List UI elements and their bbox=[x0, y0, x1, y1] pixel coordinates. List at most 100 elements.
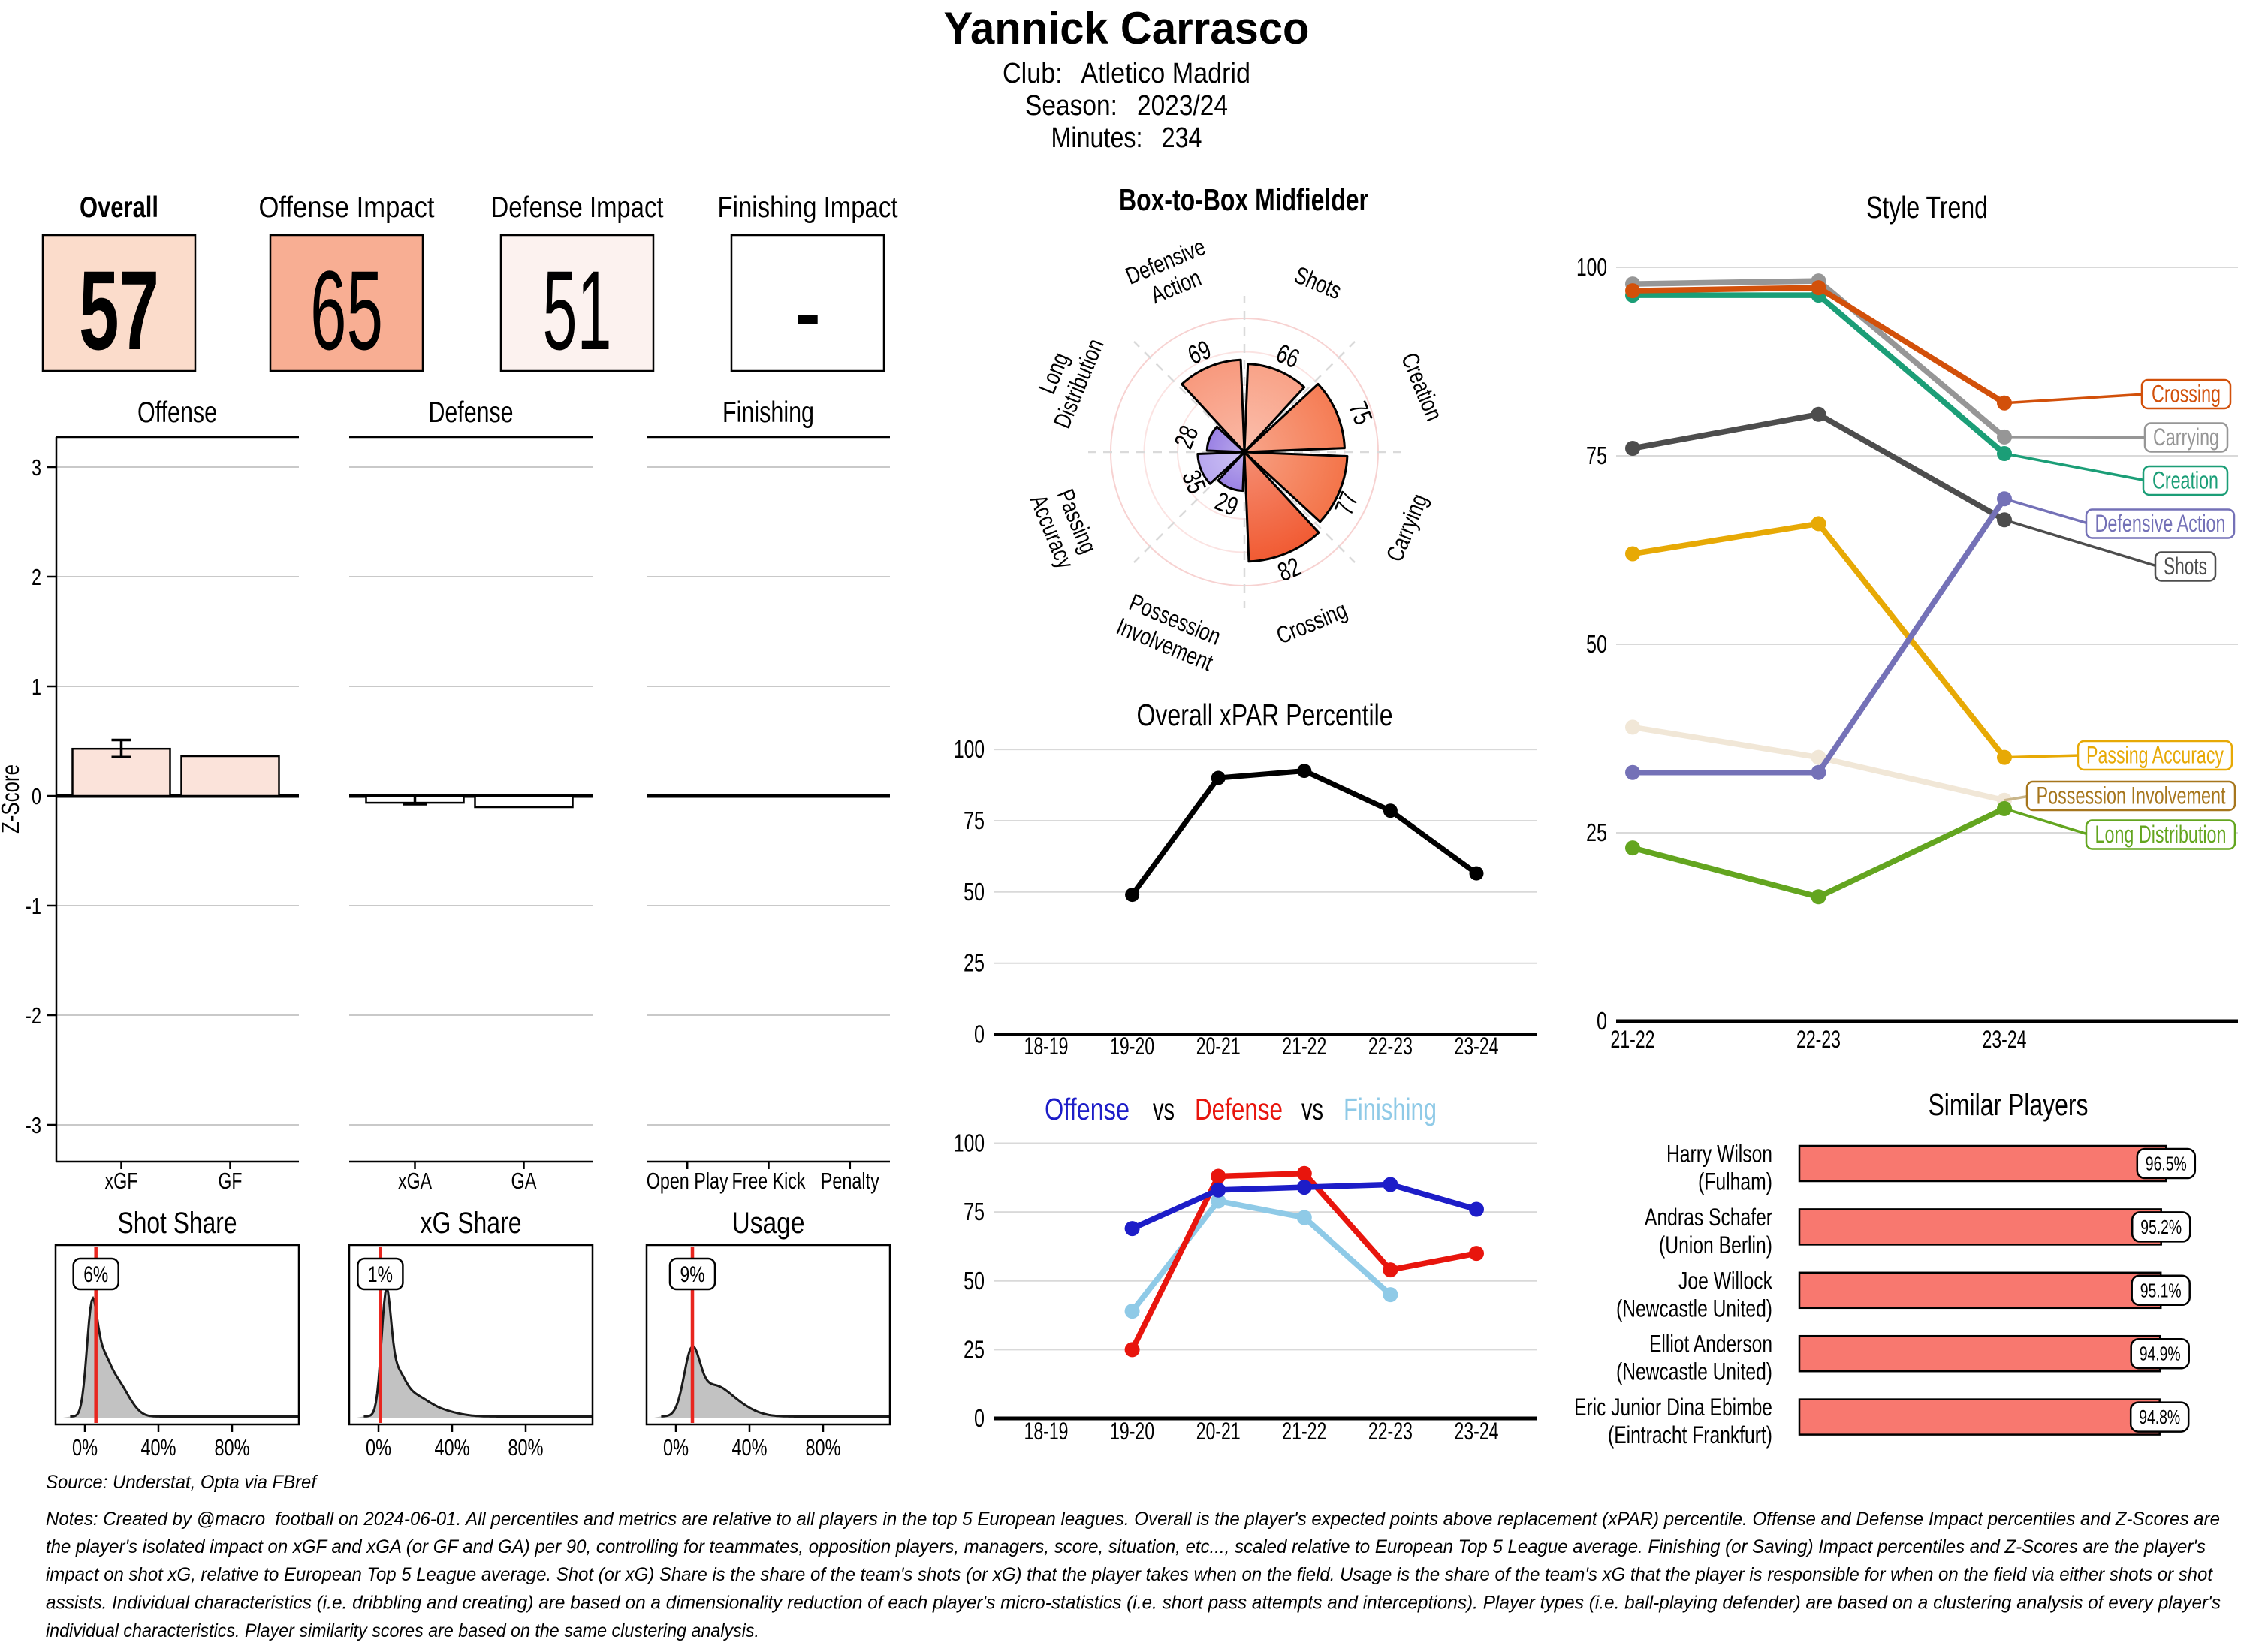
svg-text:GA: GA bbox=[511, 1168, 537, 1194]
svg-text:29: 29 bbox=[1211, 487, 1242, 522]
svg-text:Carrying: Carrying bbox=[2153, 424, 2219, 451]
svg-text:Minutes: 234: Minutes: 234 bbox=[1051, 122, 1202, 154]
svg-text:19-20: 19-20 bbox=[1110, 1418, 1154, 1445]
svg-text:-3: -3 bbox=[26, 1112, 41, 1138]
svg-text:xGA: xGA bbox=[398, 1168, 432, 1194]
svg-text:Offense Impact: Offense Impact bbox=[259, 191, 435, 224]
svg-text:(Union Berlin): (Union Berlin) bbox=[1659, 1231, 1772, 1259]
svg-text:Offense: Offense bbox=[1045, 1092, 1130, 1126]
svg-text:Passing Accuracy: Passing Accuracy bbox=[2086, 742, 2224, 769]
svg-text:(Newcastle United): (Newcastle United) bbox=[1616, 1295, 1772, 1322]
svg-text:80%: 80% bbox=[806, 1434, 841, 1461]
svg-text:-1: -1 bbox=[26, 893, 41, 919]
svg-text:the player's isolated impact o: the player's isolated impact on xGF and … bbox=[46, 1536, 2206, 1557]
svg-text:9%: 9% bbox=[680, 1262, 705, 1287]
svg-text:100: 100 bbox=[954, 1129, 985, 1157]
svg-text:75: 75 bbox=[1343, 397, 1378, 429]
svg-text:28: 28 bbox=[1169, 421, 1204, 453]
svg-text:75: 75 bbox=[1586, 442, 1607, 469]
svg-text:Yannick Carrasco: Yannick Carrasco bbox=[944, 3, 1310, 53]
svg-text:Defensive Action: Defensive Action bbox=[2095, 510, 2226, 537]
svg-text:PossessionInvolvement: PossessionInvolvement bbox=[1113, 587, 1227, 676]
svg-text:40%: 40% bbox=[141, 1434, 176, 1461]
svg-text:23-24: 23-24 bbox=[1455, 1418, 1499, 1445]
svg-text:Notes: Created by @macro_footb: Notes: Created by @macro_football on 202… bbox=[46, 1509, 2220, 1530]
svg-text:95.1%: 95.1% bbox=[2140, 1279, 2182, 1301]
svg-text:22-23: 22-23 bbox=[1796, 1026, 1841, 1053]
svg-text:25: 25 bbox=[1586, 818, 1607, 846]
svg-text:vs: vs bbox=[1301, 1092, 1323, 1126]
svg-text:40%: 40% bbox=[435, 1434, 470, 1461]
svg-text:100: 100 bbox=[954, 735, 985, 763]
svg-text:18-19: 18-19 bbox=[1024, 1032, 1069, 1060]
svg-text:Finishing: Finishing bbox=[722, 396, 814, 429]
svg-text:50: 50 bbox=[1586, 630, 1607, 658]
svg-text:Creation: Creation bbox=[2152, 467, 2218, 494]
svg-text:100: 100 bbox=[1576, 253, 1607, 281]
svg-text:xG Share: xG Share bbox=[421, 1207, 522, 1240]
svg-text:vs: vs bbox=[1153, 1092, 1175, 1126]
svg-text:Box-to-Box Midfielder: Box-to-Box Midfielder bbox=[1119, 182, 1368, 217]
svg-text:0: 0 bbox=[32, 783, 41, 809]
svg-text:3: 3 bbox=[32, 454, 41, 481]
svg-text:Offense: Offense bbox=[137, 396, 217, 429]
svg-text:Defense: Defense bbox=[1195, 1092, 1283, 1126]
svg-text:-: - bbox=[795, 247, 822, 373]
svg-text:80%: 80% bbox=[508, 1434, 544, 1461]
svg-text:0%: 0% bbox=[72, 1434, 98, 1461]
svg-text:PassingAccuracy: PassingAccuracy bbox=[1025, 481, 1105, 573]
svg-text:(Newcastle United): (Newcastle United) bbox=[1616, 1358, 1772, 1385]
svg-text:Carrying: Carrying bbox=[1381, 490, 1433, 565]
svg-text:65: 65 bbox=[310, 247, 383, 373]
svg-text:Z-Score: Z-Score bbox=[0, 764, 24, 834]
svg-text:21-22: 21-22 bbox=[1611, 1026, 1655, 1053]
svg-text:21-22: 21-22 bbox=[1282, 1418, 1326, 1445]
svg-text:Andras Schafer: Andras Schafer bbox=[1645, 1204, 1772, 1231]
svg-text:Season: 2023/24: Season: 2023/24 bbox=[1025, 90, 1228, 122]
svg-text:Shots: Shots bbox=[2164, 553, 2207, 580]
svg-text:75: 75 bbox=[964, 806, 985, 834]
svg-text:Overall: Overall bbox=[80, 191, 158, 224]
svg-text:21-22: 21-22 bbox=[1282, 1032, 1326, 1060]
svg-text:2: 2 bbox=[32, 564, 41, 590]
svg-text:Finishing: Finishing bbox=[1344, 1092, 1437, 1126]
svg-text:57: 57 bbox=[79, 247, 159, 373]
svg-text:23-24: 23-24 bbox=[1983, 1026, 2027, 1053]
svg-text:impact on shot xG, relative to: impact on shot xG, relative to European … bbox=[46, 1564, 2213, 1585]
svg-text:25: 25 bbox=[964, 949, 985, 977]
svg-text:(Fulham): (Fulham) bbox=[1698, 1168, 1772, 1195]
svg-text:50: 50 bbox=[964, 1267, 985, 1295]
svg-text:Shots: Shots bbox=[1291, 261, 1346, 305]
svg-text:assists. Individual characteri: assists. Individual characteristics (i.e… bbox=[46, 1593, 2221, 1614]
svg-text:Elliot Anderson: Elliot Anderson bbox=[1649, 1331, 1772, 1358]
svg-text:Long Distribution: Long Distribution bbox=[2095, 821, 2227, 848]
svg-text:95.2%: 95.2% bbox=[2140, 1216, 2182, 1238]
svg-text:0%: 0% bbox=[366, 1434, 391, 1461]
svg-text:40%: 40% bbox=[732, 1434, 768, 1461]
svg-text:Usage: Usage bbox=[732, 1207, 805, 1240]
svg-text:25: 25 bbox=[964, 1335, 985, 1363]
svg-text:75: 75 bbox=[964, 1198, 985, 1225]
svg-text:1%: 1% bbox=[368, 1262, 393, 1287]
svg-text:51: 51 bbox=[543, 247, 612, 373]
svg-text:Penalty: Penalty bbox=[821, 1168, 879, 1194]
svg-text:22-23: 22-23 bbox=[1368, 1032, 1413, 1060]
svg-text:96.5%: 96.5% bbox=[2146, 1153, 2187, 1175]
svg-text:1: 1 bbox=[32, 674, 41, 700]
svg-text:0: 0 bbox=[974, 1404, 985, 1432]
svg-text:Finishing Impact: Finishing Impact bbox=[718, 191, 898, 224]
svg-text:individual characteristics. Pl: individual characteristics. Player simil… bbox=[46, 1620, 759, 1641]
svg-text:Defense Impact: Defense Impact bbox=[491, 191, 664, 224]
svg-text:GF: GF bbox=[219, 1168, 243, 1194]
svg-text:Harry Wilson: Harry Wilson bbox=[1666, 1141, 1772, 1168]
svg-text:Style Trend: Style Trend bbox=[1866, 190, 1988, 225]
svg-text:69: 69 bbox=[1184, 335, 1215, 370]
svg-text:20-21: 20-21 bbox=[1196, 1418, 1241, 1445]
svg-text:Source: Understat, Opta via FB: Source: Understat, Opta via FBref bbox=[46, 1472, 318, 1493]
svg-text:6%: 6% bbox=[83, 1262, 108, 1287]
svg-text:18-19: 18-19 bbox=[1024, 1418, 1069, 1445]
svg-text:LongDistribution: LongDistribution bbox=[1023, 324, 1108, 432]
svg-text:Free Kick: Free Kick bbox=[732, 1168, 806, 1194]
svg-text:xGF: xGF bbox=[105, 1168, 138, 1194]
svg-text:DefensiveAction: DefensiveAction bbox=[1122, 233, 1220, 315]
